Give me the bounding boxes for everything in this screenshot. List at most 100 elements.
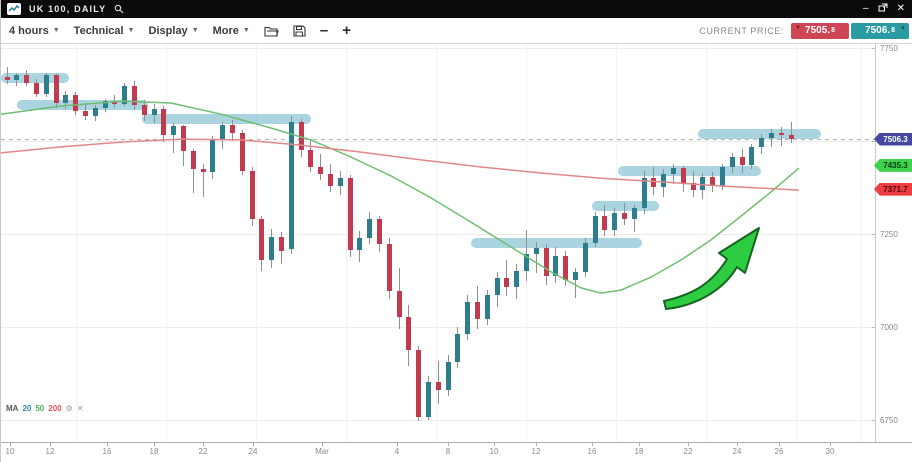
candle [239,133,245,172]
y-axis-tick [872,234,876,236]
close-button[interactable]: ✕ [896,3,905,14]
candle [220,124,226,140]
candle [269,237,275,261]
candle [710,176,716,186]
candle [514,270,520,288]
up-arrow-annotation[interactable] [663,227,760,310]
candle [719,167,725,186]
candle [112,101,118,105]
candle [484,295,490,320]
minimize-button[interactable]: – [863,3,869,14]
chevron-down-icon: ▼ [191,27,199,34]
ask-arrow-icon: ▲ [900,24,906,31]
candle [102,101,108,108]
candle [288,121,294,250]
x-axis-label: 18 [634,447,644,456]
support-resistance-zone[interactable] [17,100,148,111]
candle [563,255,569,281]
candle [357,238,363,250]
candle [553,255,559,276]
candle [406,316,412,351]
x-axis-tick [448,443,449,446]
gridline-horizontal [1,48,875,50]
candle [278,237,284,252]
time-axis[interactable]: 10 12 16 18 22 24 Mar 4 8 10 12 16 18 22 24 26 30 [1,442,912,462]
moving-average-line-ma-50 [1,100,800,294]
x-axis-tick [107,443,108,446]
candle [161,108,167,135]
x-axis-tick [830,443,831,446]
gridline-vertical [861,44,862,442]
chevron-down-icon: ▼ [127,27,135,34]
search-icon[interactable] [114,4,124,14]
candle [680,168,686,183]
x-axis-label: 16 [102,447,112,456]
chart-overlay [1,100,800,310]
candle [612,212,618,230]
y-axis-label: 7000 [880,323,898,333]
candle [82,110,88,117]
support-resistance-zone[interactable] [592,201,659,212]
bid-price-badge[interactable]: ▼ 7505. 8 [791,22,849,39]
candle [739,156,745,166]
candle [131,86,137,105]
toolbar-menu-technical[interactable]: Technical ▼ [73,24,135,37]
x-axis-label: 30 [825,447,835,456]
y-axis-tick [872,141,876,143]
candle [122,86,128,105]
candle-wick [202,163,204,198]
candle [367,218,373,239]
support-resistance-zone[interactable] [698,129,821,140]
gridline-vertical [346,44,347,442]
candle [200,169,206,172]
x-axis-tick [397,443,398,446]
candle-wick [437,360,439,404]
save-icon[interactable] [293,24,306,37]
y-axis-label: 7750 [880,44,898,54]
candle [318,167,324,175]
candle [690,183,696,191]
close-indicator-icon[interactable]: ✕ [76,404,84,413]
support-resistance-zone[interactable] [471,238,642,249]
ma-legend-prefix: MA [6,404,19,413]
support-resistance-zone[interactable] [618,166,761,177]
open-folder-icon[interactable] [264,25,279,37]
toolbar-menu-4-hours[interactable]: 4 hours ▼ [9,24,60,37]
candle [543,248,549,276]
toolbar-menu-more[interactable]: More ▼ [212,24,250,37]
candle [455,334,461,362]
bid-arrow-icon: ▼ [795,24,801,31]
candle [298,121,304,150]
y-axis-line [875,44,876,442]
candle [651,177,657,187]
candle [788,134,794,140]
ma-value-tag: 7435.3 [874,158,912,172]
zoom-out-icon[interactable]: – [319,21,329,39]
x-axis-tick [50,443,51,446]
gear-icon[interactable]: ⚙ [65,404,73,413]
candle [386,243,392,291]
candle [327,174,333,186]
x-axis-tick [592,443,593,446]
toolbar-menu-display[interactable]: Display ▼ [148,24,199,37]
toolbar-menus: 4 hours ▼ Technical ▼ Display ▼ More ▼ [1,25,250,37]
candle-wick [535,241,537,274]
candle [465,302,471,335]
support-resistance-zone[interactable] [142,114,311,125]
gridline-horizontal [1,327,875,329]
x-axis-tick [737,443,738,446]
chart-line-glyph [8,4,20,12]
x-axis-tick [639,443,640,446]
candle [474,302,480,320]
support-resistance-zone[interactable] [1,73,69,84]
gridline-vertical [436,44,437,442]
candle [24,75,30,83]
zoom-in-icon[interactable]: + [342,21,351,39]
ask-price-badge[interactable]: 7506. 8 ▲ [851,22,909,39]
candle [759,138,765,147]
ask-price: 7506. [865,25,891,36]
popout-button[interactable] [878,3,888,15]
x-axis-tick [688,443,689,446]
x-axis-label: 24 [732,447,742,456]
